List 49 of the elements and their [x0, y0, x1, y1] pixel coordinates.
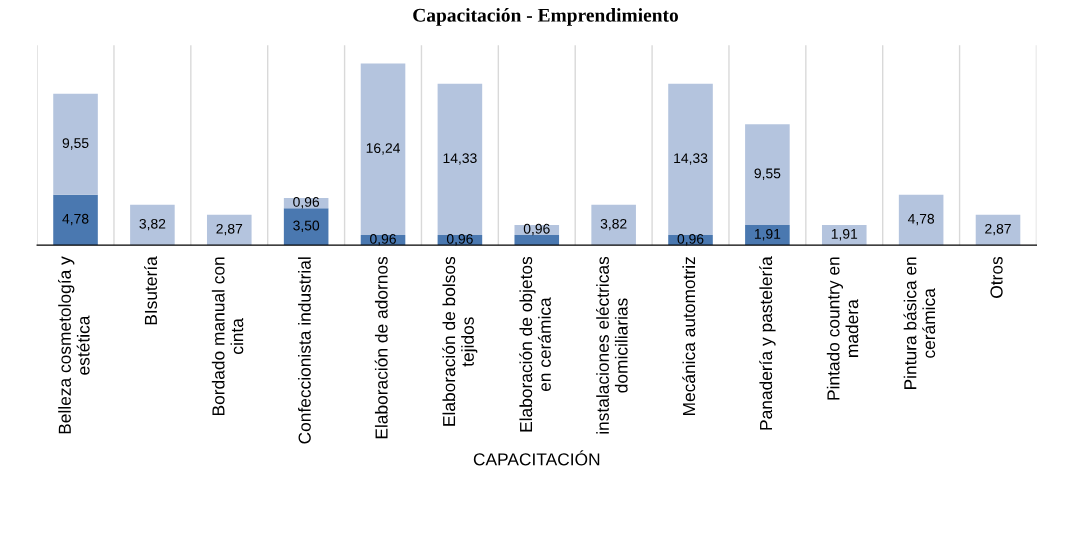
- data-label: 4,78: [907, 213, 935, 226]
- data-label: 14,33: [443, 153, 477, 165]
- data-label: 2,87: [216, 223, 243, 236]
- bar: [898, 194, 944, 246]
- data-label: 9,55: [62, 138, 89, 150]
- x-tick-label: Panadería y pastelería: [759, 256, 776, 430]
- data-label: 3,82: [600, 218, 627, 231]
- x-tick-label: Belleza cosmetología y estética: [57, 256, 90, 434]
- bar: [514, 235, 560, 246]
- x-tick-label: Elaboración de bolsos tejidos: [442, 256, 478, 426]
- data-label: 0,96: [293, 197, 320, 209]
- data-label: 0,96: [677, 233, 704, 246]
- x-tick-label: Mecánica automotriz: [682, 257, 696, 416]
- bar: [821, 224, 867, 246]
- bar: [745, 124, 790, 225]
- bar: [130, 204, 175, 246]
- data-label: 9,55: [754, 168, 781, 180]
- bar: [360, 63, 406, 236]
- data-label: 0,96: [446, 233, 473, 246]
- bar: [975, 214, 1021, 246]
- x-tick-label: Pintado country en madera: [826, 257, 859, 400]
- bar: [668, 83, 713, 236]
- data-label: 2,87: [985, 223, 1011, 236]
- x-tick-label: Elaboración de adornos: [374, 256, 388, 439]
- x-tick-label: Bordado manual con cinta: [211, 257, 244, 416]
- bar: [206, 214, 252, 246]
- x-tick-label: Elaboración de objetos en cerámica: [519, 256, 551, 432]
- data-label: 16,24: [366, 143, 400, 155]
- data-label: 4,78: [62, 213, 89, 226]
- bar: [53, 93, 98, 195]
- x-tick-label: Otros: [990, 256, 1003, 298]
- x-tick-label: BIsutería: [144, 256, 158, 325]
- data-label: 0,96: [523, 223, 550, 236]
- bar: [591, 204, 636, 246]
- x-tick-label: Pintura básica en cerámica: [903, 257, 936, 389]
- bar: [283, 208, 329, 246]
- data-label: 14,33: [674, 153, 708, 165]
- bar: [437, 83, 483, 236]
- data-label: 3,50: [293, 220, 320, 233]
- data-label: 1,91: [831, 228, 858, 241]
- data-label: 3,82: [139, 218, 166, 231]
- bar: [53, 194, 98, 246]
- chart-title: Capacitación - Emprendimiento: [413, 8, 678, 26]
- x-tick-label: Confeccionista industrial: [298, 257, 311, 444]
- data-label: 0,96: [370, 233, 396, 246]
- x-tick-label: instalaciones eléctricas domiciliarias: [596, 256, 628, 434]
- bar: [745, 224, 790, 246]
- data-label: 1,91: [754, 228, 781, 241]
- x-axis-title: CAPACITACIÓN: [473, 450, 600, 466]
